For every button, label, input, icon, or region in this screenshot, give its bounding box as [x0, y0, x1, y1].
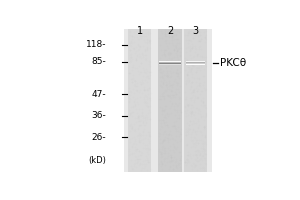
Text: 3: 3: [193, 26, 199, 36]
Text: 36-: 36-: [91, 111, 106, 120]
Bar: [128, 29, 152, 172]
Bar: [184, 29, 207, 172]
Text: 85-: 85-: [91, 57, 106, 66]
Text: 118-: 118-: [85, 40, 106, 49]
Text: 1: 1: [137, 26, 143, 36]
Text: 47-: 47-: [92, 90, 106, 99]
Text: 2: 2: [167, 26, 173, 36]
Bar: [124, 29, 212, 172]
Bar: [158, 29, 182, 172]
Text: PKCθ: PKCθ: [220, 58, 246, 68]
Text: 26-: 26-: [92, 133, 106, 142]
Text: (kD): (kD): [88, 156, 106, 165]
